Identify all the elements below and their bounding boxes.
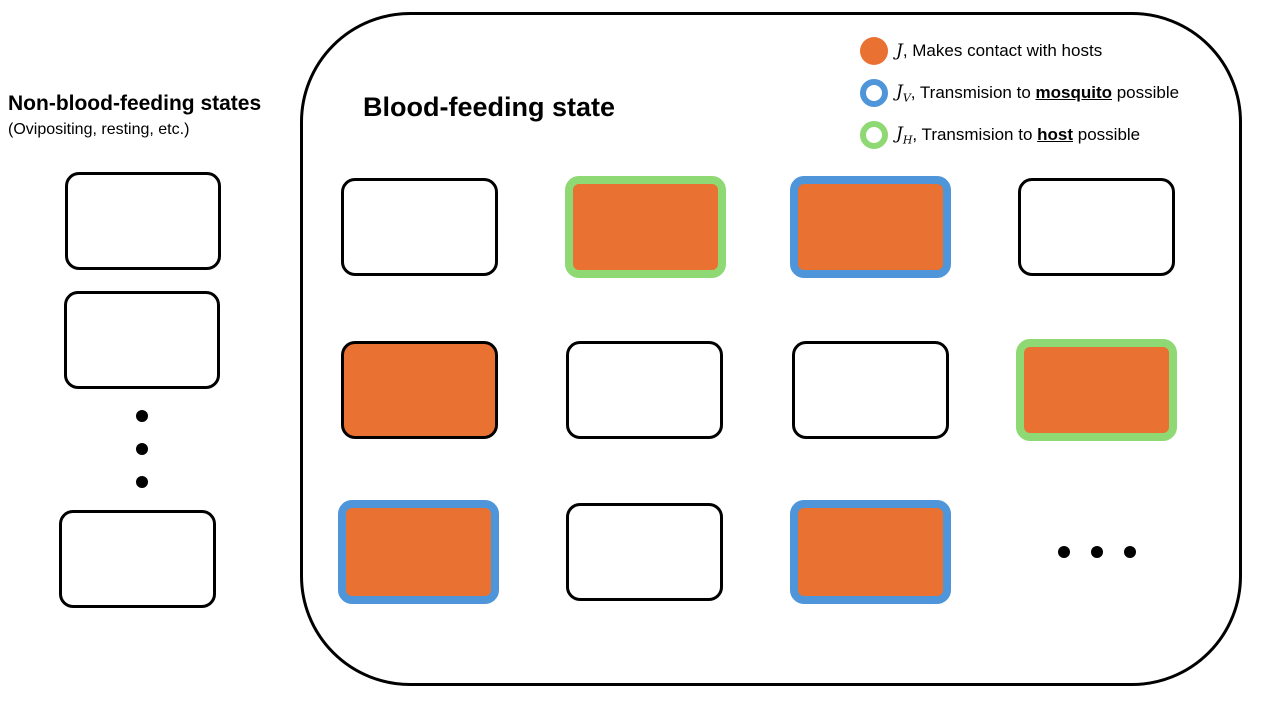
legend-symbol: J: [896, 41, 903, 61]
feeding-state-box: [338, 500, 499, 604]
ellipsis-dot: [1124, 546, 1136, 558]
feeding-state-box: [341, 341, 498, 439]
feeding-state-box: [1018, 178, 1175, 276]
legend-symbol: JH: [896, 123, 913, 147]
feeding-state-box: [566, 341, 723, 439]
non-blood-feeding-title: Non-blood-feeding states: [8, 92, 262, 115]
ellipsis-dot: [1058, 546, 1070, 558]
blood-feeding-title: Blood-feeding state: [363, 92, 616, 122]
legend-symbol: JV: [896, 81, 911, 105]
feeding-state-box: [1016, 339, 1177, 441]
ellipsis-dot: [136, 476, 148, 488]
ellipsis-dot: [1091, 546, 1103, 558]
non-feeding-state-box-3: [59, 510, 216, 608]
legend-blue-ring-icon: [860, 79, 888, 107]
legend-text: , Transmision to mosquito possible: [910, 83, 1180, 102]
legend-text: , Transmision to host possible: [912, 125, 1141, 144]
blood-feeding-panel: [300, 12, 1242, 686]
ellipsis-dot: [136, 410, 148, 422]
feeding-state-box: [566, 503, 723, 601]
legend-filled-circle-icon: [860, 37, 888, 65]
legend-item-mosquito: JV , Transmision to mosquito possible: [860, 79, 1179, 107]
feeding-state-box: [792, 341, 949, 439]
non-feeding-state-box-2: [64, 291, 220, 389]
legend-item-host: JH , Transmision to host possible: [860, 121, 1140, 149]
non-blood-feeding-subtitle: (Ovipositing, resting, etc.): [8, 121, 190, 138]
feeding-state-box: [790, 176, 951, 278]
feeding-state-box: [790, 500, 951, 604]
legend-text: , Makes contact with hosts: [902, 41, 1103, 60]
legend-item-contact: J , Makes contact with hosts: [860, 37, 1102, 65]
ellipsis-dot: [136, 443, 148, 455]
feeding-state-box: [341, 178, 498, 276]
legend-green-ring-icon: [860, 121, 888, 149]
feeding-state-box: [565, 176, 726, 278]
non-feeding-state-box-1: [65, 172, 221, 270]
